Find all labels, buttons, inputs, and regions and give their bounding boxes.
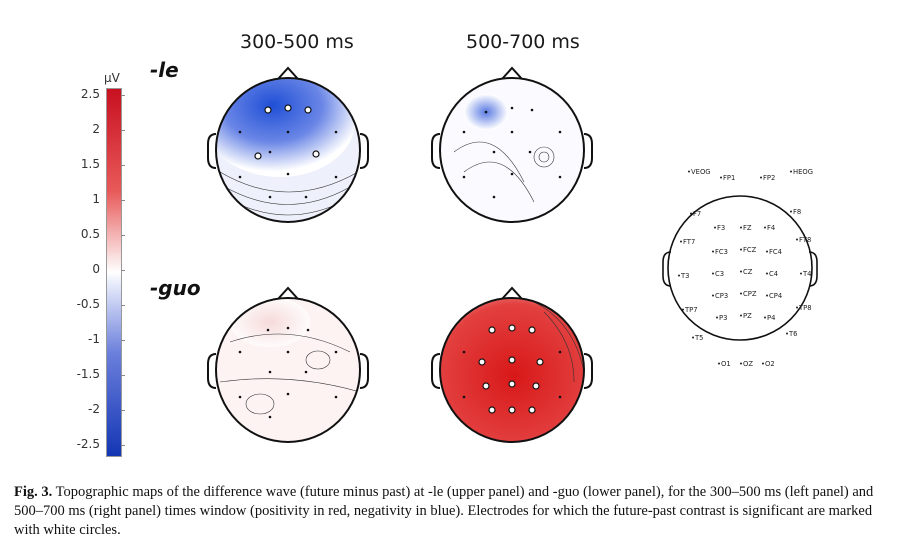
electrode-label-c4: •C4 — [765, 270, 778, 278]
electrode-label-ft7: •FT7 — [679, 238, 695, 246]
electrode-label-f7: •F7 — [689, 210, 701, 218]
electrode-label-t3: •T3 — [677, 272, 690, 280]
colorbar-tick-mark — [121, 130, 125, 131]
electrode-label-cp3: •CP3 — [711, 292, 728, 300]
electrode-label-pz: •PZ — [739, 312, 752, 320]
colorbar-tick-label: -2.5 — [76, 437, 100, 451]
colorbar-tick-mark — [121, 340, 125, 341]
column-title-300-500: 300-500 ms — [240, 31, 354, 53]
colorbar-tick-mark — [121, 305, 125, 306]
electrode-label-p4: •P4 — [763, 314, 775, 322]
topomap-guo-500-700 — [431, 286, 593, 443]
colorbar — [106, 88, 122, 457]
condition-label-guo: -guo — [150, 276, 201, 300]
electrode-label-veog: •VEOG — [687, 168, 711, 176]
colorbar-tick-mark — [121, 235, 125, 236]
colorbar-tick-mark — [121, 270, 125, 271]
electrode-label-ft8: •FT8 — [795, 236, 811, 244]
condition-label-le: -le — [150, 58, 179, 82]
electrode-label-o2: •O2 — [761, 360, 775, 368]
colorbar-unit: µV — [104, 71, 120, 85]
colorbar-tick-mark — [121, 445, 125, 446]
electrode-label-heog: •HEOG — [789, 168, 813, 176]
figure-caption: Fig. 3. Topographic maps of the differen… — [14, 483, 894, 540]
electrode-label-oz: •OZ — [739, 360, 753, 368]
electrode-label-t4: •T4 — [799, 270, 812, 278]
column-title-500-700: 500-700 ms — [466, 31, 580, 53]
electrode-label-o1: •O1 — [717, 360, 731, 368]
colorbar-tick-label: 0 — [92, 262, 100, 276]
electrode-label-fc4: •FC4 — [765, 248, 782, 256]
electrode-label-fcz: •FCZ — [739, 246, 757, 254]
electrode-label-t5: •T5 — [691, 334, 704, 342]
colorbar-tick-mark — [121, 165, 125, 166]
colorbar-tick-label: -2 — [88, 402, 100, 416]
electrode-label-f8: •F8 — [789, 208, 801, 216]
colorbar-tick-label: 2 — [92, 122, 100, 136]
colorbar-tick-mark — [121, 95, 125, 96]
electrode-label-tp7: •TP7 — [681, 306, 698, 314]
electrode-label-tp8: •TP8 — [795, 304, 812, 312]
topomap-le-500-700 — [431, 66, 593, 223]
electrode-label-cz: •CZ — [739, 268, 753, 276]
colorbar-tick-label: 1.5 — [80, 157, 100, 171]
electrode-label-fp2: •FP2 — [759, 174, 775, 182]
colorbar-tick-mark — [121, 200, 125, 201]
colorbar-tick-label: -0.5 — [76, 297, 100, 311]
electrode-label-cp4: •CP4 — [765, 292, 782, 300]
colorbar-tick-label: -1.5 — [76, 367, 100, 381]
colorbar-tick-label: -1 — [88, 332, 100, 346]
topomap-guo-300-500 — [207, 286, 369, 443]
colorbar-tick-label: 0.5 — [80, 227, 100, 241]
colorbar-tick-label: 1 — [92, 192, 100, 206]
electrode-label-c3: •C3 — [711, 270, 724, 278]
colorbar-tick-mark — [121, 410, 125, 411]
electrode-label-fz: •FZ — [739, 224, 752, 232]
colorbar-tick-mark — [121, 375, 125, 376]
electrode-label-t6: •T6 — [785, 330, 798, 338]
electrode-label-f3: •F3 — [713, 224, 725, 232]
colorbar-tick-label: 2.5 — [80, 87, 100, 101]
electrode-label-p3: •P3 — [715, 314, 727, 322]
caption-label: Fig. 3. — [14, 484, 53, 500]
caption-text: Topographic maps of the difference wave … — [14, 484, 874, 538]
electrode-layout: •VEOG •FP1 •FP2 •HEOG •F7 •F3 •FZ •F4 •F8 •FT7 •FC… — [662, 168, 818, 368]
electrode-label-fp1: •FP1 — [719, 174, 735, 182]
topomap-le-300-500 — [207, 66, 369, 223]
electrode-label-f4: •F4 — [763, 224, 775, 232]
electrode-label-fc3: •FC3 — [711, 248, 728, 256]
electrode-label-cpz: •CPZ — [739, 290, 757, 298]
